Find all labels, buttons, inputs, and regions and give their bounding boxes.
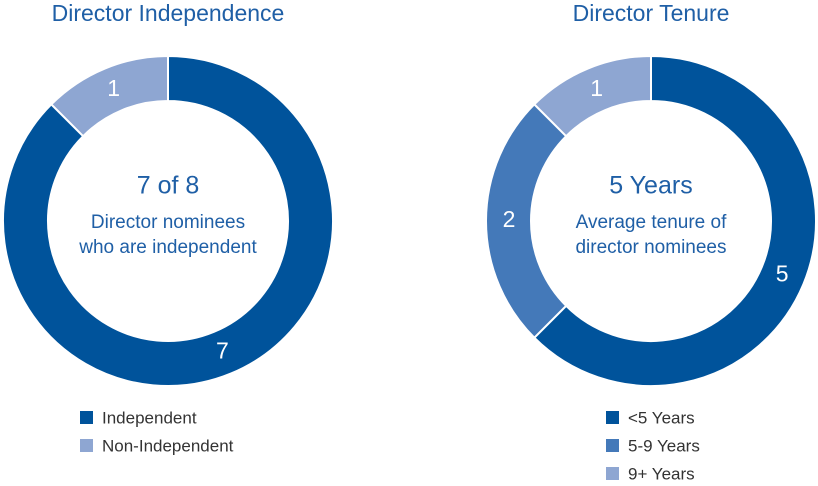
data-label: 5	[776, 260, 789, 286]
data-label: 1	[590, 75, 603, 101]
legend-label: 5-9 Years	[628, 436, 700, 455]
legend-swatch	[606, 411, 619, 424]
legend-swatch	[80, 439, 93, 452]
center-value: 7 of 8	[137, 172, 200, 200]
legend-swatch	[606, 439, 619, 452]
data-label: 1	[107, 75, 120, 101]
legend-label: 9+ Years	[628, 464, 695, 483]
data-label: 7	[216, 337, 229, 363]
legend-swatch	[80, 411, 93, 424]
chart-title: Director Independence	[52, 0, 285, 26]
chart-title: Director Tenure	[573, 0, 730, 26]
data-label: 2	[503, 206, 516, 232]
legend-label: Non-Independent	[102, 436, 234, 455]
donut-segment	[532, 54, 652, 138]
donut-segment	[2, 54, 334, 387]
center-text: Average tenure of	[576, 212, 727, 233]
center-value: 5 Years	[609, 172, 692, 200]
legend-swatch	[606, 467, 619, 480]
legend-label: <5 Years	[628, 408, 695, 427]
center-text: director nominees	[575, 237, 726, 258]
donut-segment	[532, 54, 817, 387]
center-text: Director nominees	[91, 212, 245, 233]
donut-segment	[485, 102, 568, 340]
donut-segment	[49, 54, 169, 138]
legend-label: Independent	[102, 408, 197, 427]
center-text: who are independent	[78, 237, 257, 258]
